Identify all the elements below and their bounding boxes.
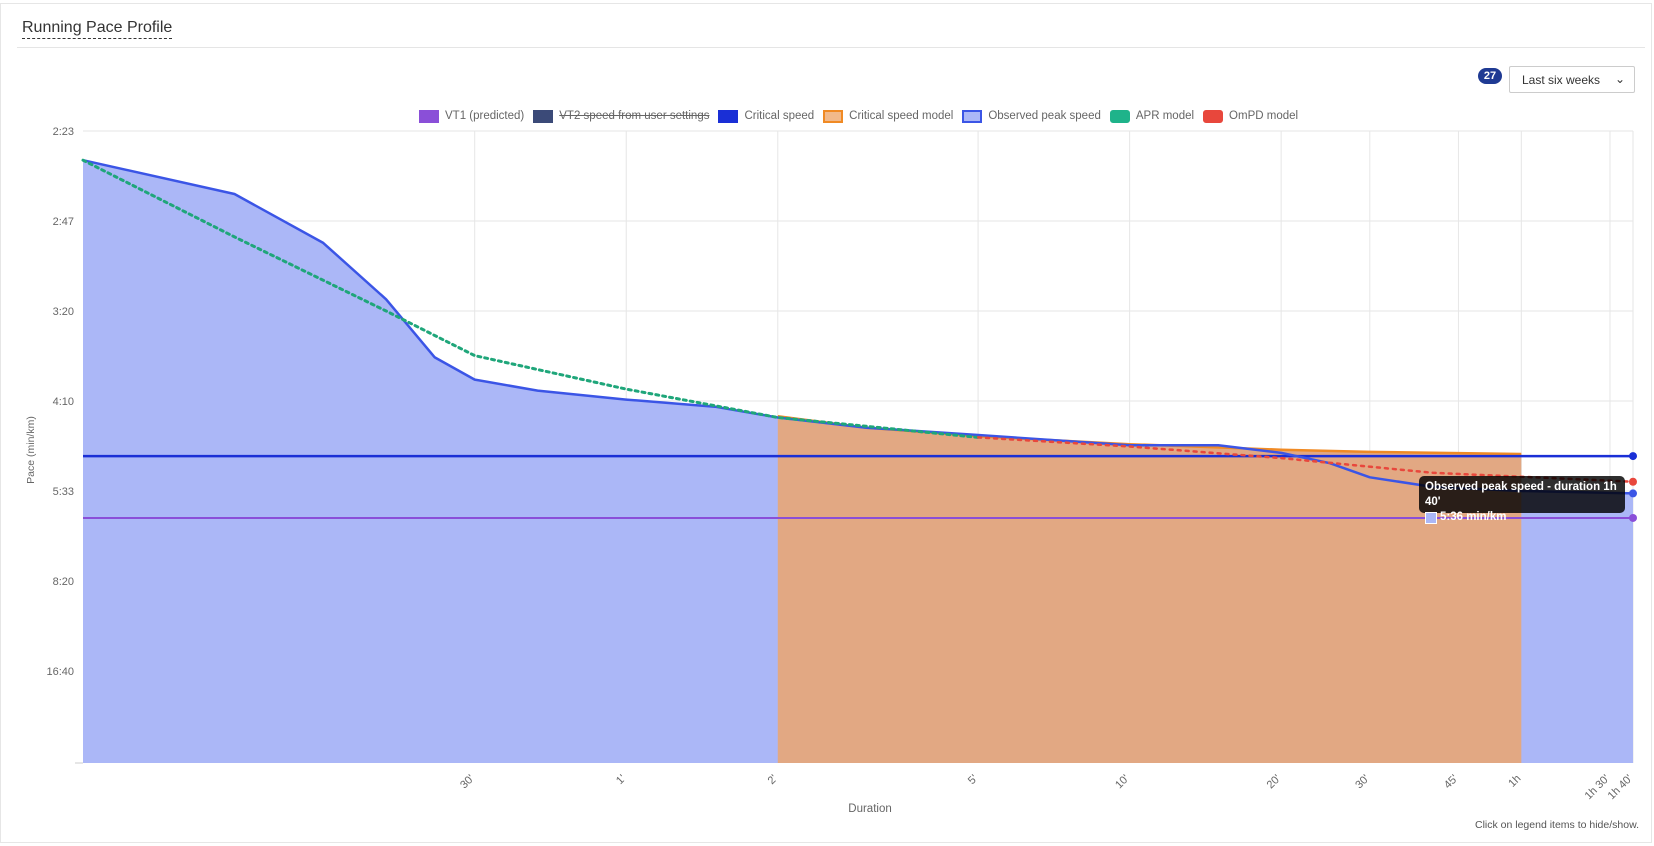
tooltip-title: Observed peak speed - duration 1h 40' [1425, 480, 1619, 510]
legend-label: VT1 (predicted) [445, 110, 524, 122]
legend-item[interactable]: Critical speed model [823, 110, 953, 123]
chart-tooltip: Observed peak speed - duration 1h 40' 5:… [1419, 476, 1625, 513]
legend-swatch [962, 110, 982, 123]
period-select-value: Last six weeks [1522, 73, 1600, 87]
legend-swatch [718, 110, 738, 123]
legend-item[interactable]: OmPD model [1203, 110, 1298, 123]
legend-label: OmPD model [1229, 110, 1298, 122]
panel-title[interactable]: Running Pace Profile [22, 18, 172, 39]
legend-swatch [533, 110, 553, 123]
chevron-down-icon: ⌄ [1615, 72, 1625, 86]
legend-item[interactable]: VT1 (predicted) [419, 110, 524, 123]
tooltip-swatch [1425, 512, 1437, 524]
legend-label: VT2 speed from user settings [559, 110, 709, 122]
title-divider [17, 47, 1645, 48]
legend-swatch [823, 110, 843, 123]
panel-frame [0, 3, 1652, 843]
legend-label: Critical speed [744, 110, 814, 122]
tooltip-value: 5:36 min/km [1440, 510, 1506, 525]
legend-item[interactable]: Critical speed [718, 110, 814, 123]
chart-legend: VT1 (predicted) VT2 speed from user setti… [419, 108, 1307, 124]
legend-swatch [1110, 110, 1130, 123]
period-select[interactable]: Last six weeks ⌄ [1509, 66, 1635, 93]
legend-item[interactable]: VT2 speed from user settings [533, 110, 709, 123]
legend-hint: Click on legend items to hide/show. [1475, 819, 1639, 831]
legend-item[interactable]: Observed peak speed [962, 110, 1101, 123]
legend-label: Critical speed model [849, 110, 953, 122]
legend-item[interactable]: APR model [1110, 110, 1194, 123]
activity-count-badge: 27 [1478, 68, 1502, 84]
legend-label: Observed peak speed [988, 110, 1101, 122]
legend-swatch [419, 110, 439, 123]
legend-label: APR model [1136, 110, 1194, 122]
legend-swatch [1203, 110, 1223, 123]
